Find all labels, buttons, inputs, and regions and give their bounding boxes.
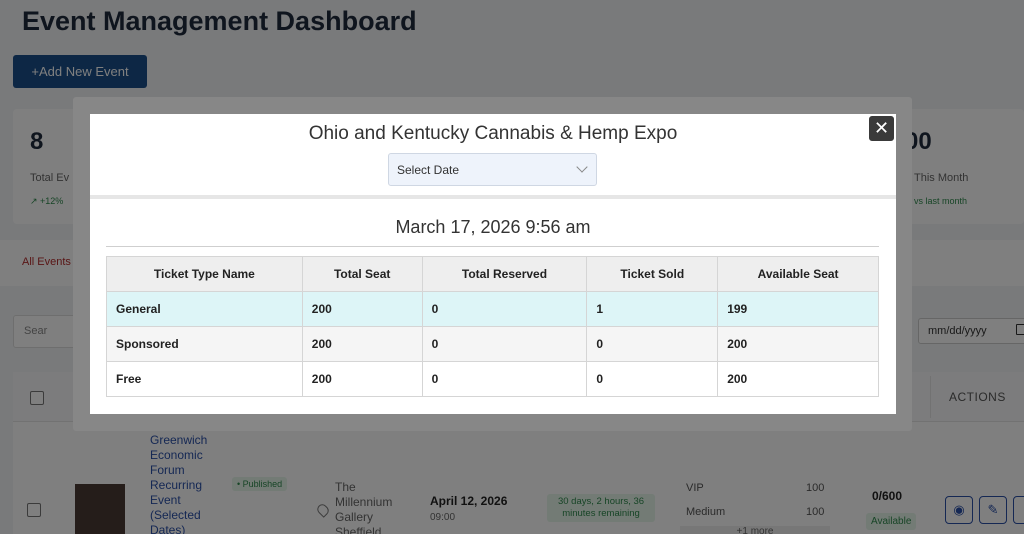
- close-modal-button[interactable]: ✕: [868, 115, 895, 142]
- ticket-table-header-row: Ticket Type Name Total Seat Total Reserv…: [106, 256, 879, 292]
- close-icon: ✕: [873, 118, 890, 139]
- table-row: General 200 0 1 199: [106, 291, 879, 327]
- column-header: Ticket Type Name: [106, 256, 303, 292]
- column-header: Ticket Sold: [586, 256, 719, 292]
- column-header: Available Seat: [717, 256, 879, 292]
- table-cell: 200: [301, 291, 423, 327]
- table-cell: Free: [106, 361, 303, 397]
- table-cell: General: [106, 291, 303, 327]
- table-cell: 200: [717, 326, 879, 362]
- column-header: Total Seat: [301, 256, 423, 292]
- table-cell: 0: [421, 326, 588, 362]
- table-cell: 1: [586, 291, 719, 327]
- table-cell: 199: [717, 291, 879, 327]
- table-cell: 0: [421, 361, 588, 397]
- select-date-dropdown[interactable]: [388, 153, 597, 186]
- datetime-divider: [106, 246, 879, 247]
- modal-title: Ohio and Kentucky Cannabis & Hemp Expo: [308, 123, 678, 144]
- table-cell: 200: [717, 361, 879, 397]
- select-date-value: Select Date: [397, 163, 460, 177]
- column-header: Total Reserved: [421, 256, 588, 292]
- table-row: Sponsored 200 0 0 200: [106, 326, 879, 362]
- table-row: Free 200 0 0 200: [106, 361, 879, 397]
- table-cell: 0: [421, 291, 588, 327]
- table-cell: 200: [301, 361, 423, 397]
- selected-datetime: March 17, 2026 9:56 am: [395, 217, 591, 237]
- ticket-table: Ticket Type Name Total Seat Total Reserv…: [106, 256, 879, 397]
- table-cell: Sponsored: [106, 326, 303, 362]
- modal-divider: [90, 195, 896, 199]
- table-cell: 0: [586, 361, 719, 397]
- table-cell: 200: [301, 326, 423, 362]
- table-cell: 0: [586, 326, 719, 362]
